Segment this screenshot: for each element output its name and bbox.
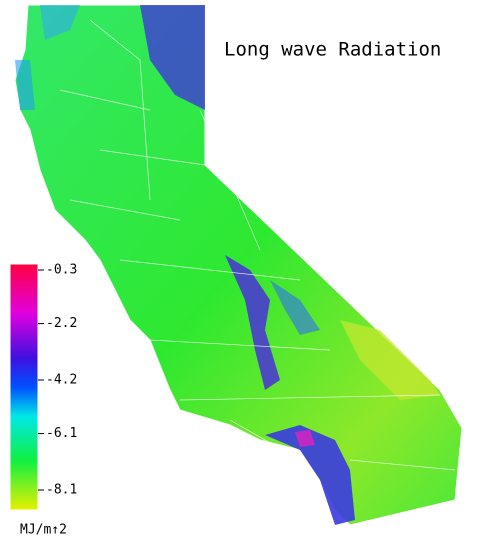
- state-shape: [14, 4, 463, 526]
- colorbar-unit: MJ/m↑2: [20, 523, 67, 538]
- colorbar: [9, 263, 39, 511]
- map-title: Long wave Radiation: [224, 39, 441, 61]
- colorbar-tick-label: -8.1: [46, 483, 77, 498]
- colorbar-tick-label: -0.3: [46, 263, 77, 278]
- colorbar-tick-label: -6.1: [46, 426, 77, 441]
- colorbar-tick-label: -4.2: [46, 373, 77, 388]
- colorbar-tick-label: -2.2: [46, 316, 77, 331]
